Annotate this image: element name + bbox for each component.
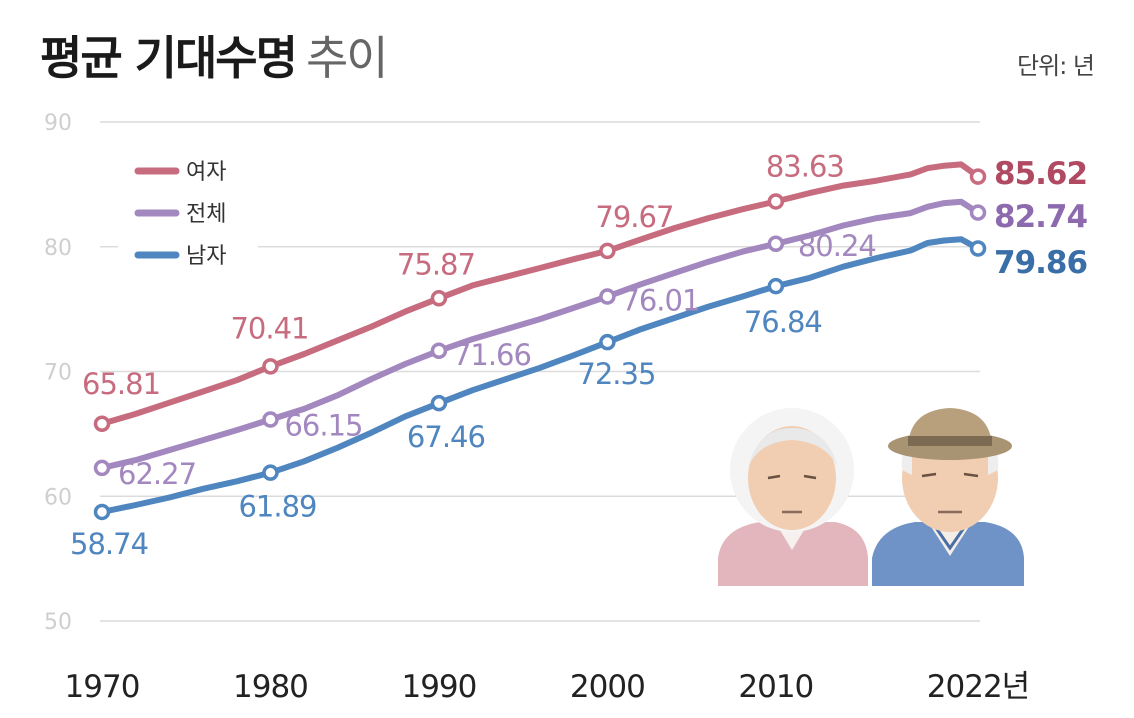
- series-group: [93, 161, 987, 521]
- legend-label-women: 여자: [186, 160, 226, 185]
- data-label-women: 75.87: [397, 247, 475, 281]
- data-point-men: [599, 333, 616, 351]
- data-point-total: [93, 459, 111, 477]
- legend-label-men: 남자: [186, 244, 226, 269]
- x-tick-label: 1970: [65, 669, 140, 705]
- data-point-total: [430, 342, 448, 360]
- legend-label-total: 전체: [186, 202, 226, 227]
- grandmother-icon: [718, 408, 868, 586]
- data-point-men: [430, 394, 448, 412]
- data-point-total: [767, 235, 785, 253]
- data-point-total: [599, 288, 616, 305]
- data-label-total: 80.24: [798, 229, 876, 263]
- unit-label: 단위: 년: [1017, 52, 1095, 80]
- series-line-total: [99, 198, 981, 471]
- data-point-men: [262, 464, 279, 481]
- y-tick-label: 70: [44, 361, 72, 386]
- data-point-women: [969, 168, 987, 185]
- data-point-women: [767, 193, 785, 210]
- data-label-total: 62.27: [118, 457, 196, 491]
- y-axis-ticks: 90 80 70 60 50: [44, 111, 72, 635]
- data-label-men: 79.86: [994, 245, 1087, 281]
- grandfather-icon: [872, 408, 1024, 586]
- chart-title-main: 평균 기대수명: [40, 31, 298, 85]
- data-label-women: 85.62: [994, 156, 1087, 192]
- y-tick-label: 50: [44, 610, 72, 635]
- data-label-women: 79.67: [595, 200, 673, 234]
- data-point-men: [93, 503, 111, 521]
- data-point-women: [262, 358, 279, 375]
- legend: 여자 전체 남자: [118, 138, 258, 288]
- data-point-women: [599, 242, 616, 260]
- elderly-couple-illustration: [718, 408, 1024, 586]
- data-point-men: [767, 277, 785, 295]
- data-labels: 65.81 70.41 75.87 79.67 83.63 85.62 62.27 66.15…: [70, 149, 1088, 561]
- data-label-women: 83.63: [766, 149, 844, 183]
- legend-box: [118, 138, 258, 288]
- x-tick-label: 2010: [738, 669, 813, 705]
- data-label-total: 66.15: [284, 409, 362, 443]
- series-line-women: [99, 161, 981, 427]
- chart-title: 평균 기대수명 추이: [40, 22, 389, 88]
- data-label-women: 70.41: [230, 311, 308, 345]
- data-point-men: [969, 240, 987, 257]
- x-tick-label: 1990: [401, 669, 476, 705]
- data-label-women: 65.81: [82, 367, 160, 401]
- data-point-total: [969, 204, 987, 221]
- y-tick-label: 80: [44, 236, 72, 261]
- data-label-men: 76.84: [744, 305, 822, 339]
- x-axis-ticks: 1970 1980 1990 2000 2010 2022년: [65, 669, 1031, 705]
- series-line-men: [99, 236, 981, 515]
- data-point-total: [262, 411, 279, 428]
- data-label-men: 61.89: [238, 490, 316, 524]
- chart-title-sub: 추이: [305, 31, 389, 85]
- data-point-women: [93, 415, 111, 433]
- data-label-men: 67.46: [407, 420, 485, 454]
- data-label-total: 82.74: [994, 199, 1087, 235]
- data-label-total: 71.66: [453, 338, 531, 372]
- data-label-men: 58.74: [70, 527, 148, 561]
- x-tick-label: 2022년: [927, 669, 1029, 705]
- x-tick-label: 2000: [570, 669, 645, 705]
- data-label-men: 72.35: [577, 357, 655, 391]
- x-tick-label: 1980: [233, 669, 308, 705]
- y-tick-label: 60: [44, 485, 72, 510]
- y-tick-label: 90: [44, 111, 72, 136]
- data-label-total: 76.01: [621, 284, 699, 318]
- data-point-women: [430, 290, 448, 307]
